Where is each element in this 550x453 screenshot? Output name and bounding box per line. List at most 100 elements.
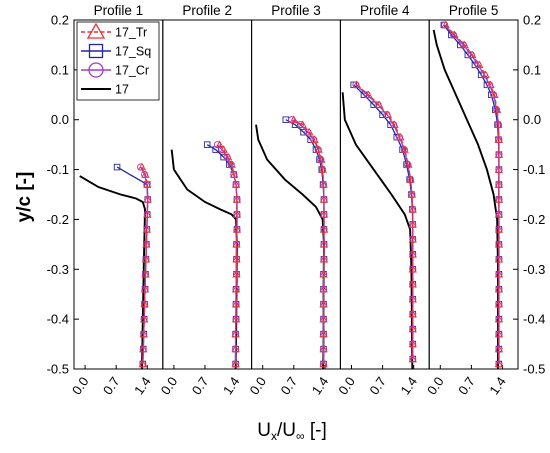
series-tr-point-5-1 <box>441 20 450 29</box>
series-sq-point-4-3 <box>370 101 377 109</box>
series-tr-point-5-18 <box>494 240 504 248</box>
series-tr-point-1-6 <box>142 225 151 233</box>
series-tr-point-4-1 <box>352 80 361 88</box>
series-tr-point-4-5 <box>390 120 399 128</box>
series-cr-line-4 <box>355 84 414 360</box>
x-axis-title: Ux/U∞ [-] <box>257 420 326 443</box>
x-tick-label-4-2: 0.7 <box>366 374 389 397</box>
series-tr-point-4-10 <box>407 190 417 198</box>
profile-title-5: Profile 5 <box>449 3 499 18</box>
series-tr-point-5-11 <box>494 135 504 143</box>
x-axis-title-main: U <box>257 420 271 441</box>
series-tr-point-5-14 <box>494 180 504 188</box>
series-tr-point-1-12 <box>139 314 149 323</box>
series-tr-point-2-10 <box>232 240 241 248</box>
x-tick-label-2-1: 0.0 <box>158 374 181 397</box>
series-tr-point-5-17 <box>494 225 504 233</box>
series-tr-point-2-7 <box>232 195 242 203</box>
y-tick-label-left-1: -0.5 <box>47 362 69 377</box>
legend-circle-marker <box>88 62 104 78</box>
x-tick-label-1-2: 0.7 <box>100 374 123 397</box>
series-tr-point-5-5 <box>475 60 484 69</box>
series-tr-point-5-7 <box>486 80 495 88</box>
series-tr-point-3-15 <box>319 284 328 293</box>
panel-frame-5 <box>428 19 519 370</box>
y-axis-right: -0.5 -0.4 -0.3 -0.2 -0.1 0.0 0.1 0.2 <box>513 13 545 377</box>
series-tr-point-2-13 <box>231 284 241 293</box>
series-tr-point-5-21 <box>494 284 504 293</box>
y-tick-label-right-3: -0.3 <box>523 262 545 277</box>
series-tr-line-2 <box>219 144 238 365</box>
series-tr-point-5-2 <box>450 30 459 39</box>
series-tr-point-2-8 <box>232 210 242 218</box>
series-tr-point-3-19 <box>319 344 328 353</box>
legend: 17_Tr 17_Sq 17_Cr 17 <box>76 21 160 101</box>
series-tr-point-4-9 <box>406 175 415 183</box>
y-tick-label-left-5: -0.1 <box>47 162 69 177</box>
series-tr-point-3-16 <box>319 299 328 308</box>
x-tick-label-3-2: 0.7 <box>278 374 301 397</box>
series-base-line-3 <box>255 124 325 370</box>
series-sq-point-3-3 <box>300 128 307 136</box>
series-base-line-2 <box>170 149 238 370</box>
series-tr-point-5-6 <box>481 70 490 79</box>
series-tr-point-5-19 <box>494 254 504 263</box>
series-tr-point-4-20 <box>408 339 417 348</box>
series-tr-point-3-8 <box>319 180 328 188</box>
series-tr-point-3-20 <box>319 359 328 368</box>
series-tr-point-2-4 <box>227 160 236 168</box>
series-tr-point-1-7 <box>142 240 151 248</box>
y-tick-label-right-2: -0.4 <box>523 312 545 327</box>
x-tick-label-5-2: 0.7 <box>455 374 478 397</box>
series-sq-line-4 <box>353 84 414 360</box>
series-tr-point-5-12 <box>494 150 504 158</box>
series-tr-point-1-10 <box>140 284 150 293</box>
series-tr-point-3-2 <box>298 120 307 128</box>
x-tick-label-3-3: 1.4 <box>309 374 332 397</box>
series-tr-point-2-2 <box>219 145 228 153</box>
legend-square-marker <box>88 43 104 59</box>
y-tick-label-right-1: -0.5 <box>523 362 545 377</box>
series-tr-point-3-4 <box>310 135 319 143</box>
series-sq-point-1-1 <box>113 163 121 171</box>
series-tr-point-3-6 <box>317 155 326 163</box>
series-tr-point-4-2 <box>364 90 373 98</box>
series-tr-point-4-16 <box>408 279 417 288</box>
x-tick-label-3-1: 0.0 <box>247 374 270 397</box>
series-tr-point-5-20 <box>494 269 504 278</box>
series-tr-point-2-18 <box>231 359 240 368</box>
series-tr-point-1-1 <box>137 162 147 171</box>
y-axis-left: -0.5 -0.4 -0.3 -0.2 -0.1 0.0 0.1 0.2 <box>47 13 79 377</box>
x-tick-label-5-3: 1.4 <box>486 374 509 397</box>
series-tr-point-1-13 <box>139 329 148 338</box>
profile-panel-2: Profile 2 0.0 0.7 1.4 <box>158 3 253 398</box>
series-tr-point-5-8 <box>490 90 499 98</box>
y-tick-label-right-8: 0.2 <box>523 13 541 28</box>
x-tick-label-1-3: 1.4 <box>131 374 154 397</box>
series-tr-point-5-10 <box>494 120 503 128</box>
y-tick-label-left-7: 0.1 <box>51 62 69 77</box>
profile-title-1: Profile 1 <box>94 3 144 18</box>
y-axis-title-group: y/c [-] <box>14 172 35 223</box>
y-tick-label-right-6: 0.0 <box>523 112 541 127</box>
series-tr-point-5-26 <box>494 359 504 368</box>
legend-label-1: 17_Tr <box>115 26 147 40</box>
series-tr-point-3-9 <box>319 195 329 203</box>
x-tick-label-1-1: 0.0 <box>69 374 92 397</box>
legend-label-3: 17_Cr <box>115 64 149 78</box>
series-tr-line-5 <box>445 24 500 365</box>
series-tr-point-4-18 <box>408 309 417 318</box>
series-tr-point-3-18 <box>319 329 328 338</box>
series-base-line-4 <box>341 92 414 370</box>
series-tr-point-3-13 <box>319 254 329 263</box>
profile-title-3: Profile 3 <box>271 3 321 18</box>
series-tr-point-4-14 <box>408 250 417 258</box>
series-tr-point-3-12 <box>319 240 329 248</box>
series-tr-point-1-5 <box>143 210 152 218</box>
series-tr-point-5-24 <box>494 329 504 338</box>
series-tr-point-4-19 <box>408 324 417 333</box>
series-tr-point-4-17 <box>408 294 417 303</box>
series-base-line-5 <box>432 29 499 369</box>
series-tr-point-2-3 <box>223 152 233 161</box>
y-tick-label-left-2: -0.4 <box>47 312 69 327</box>
